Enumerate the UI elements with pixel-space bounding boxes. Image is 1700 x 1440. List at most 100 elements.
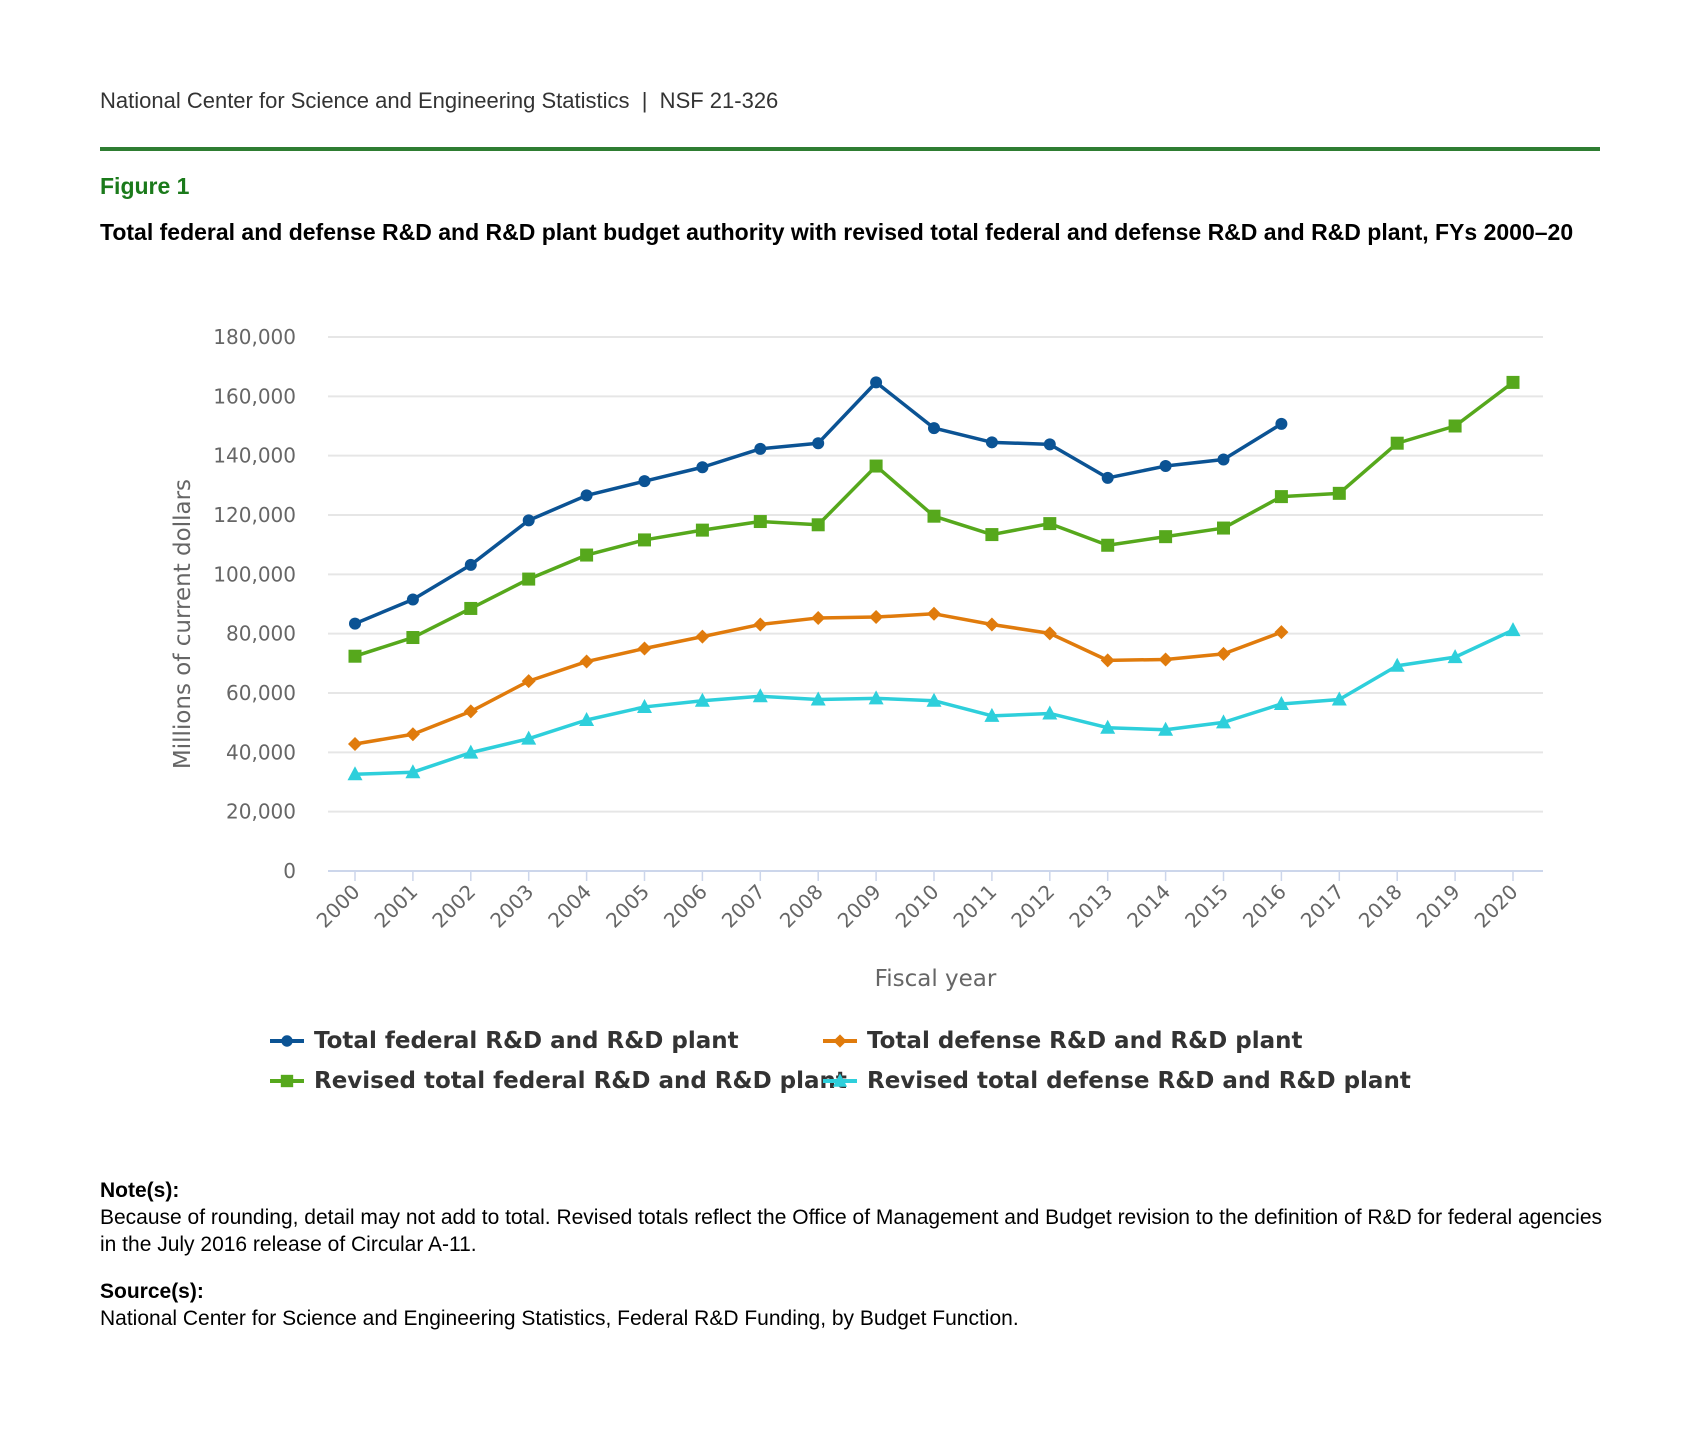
data-point xyxy=(812,437,825,450)
series-line xyxy=(354,380,1283,626)
series-triangle xyxy=(347,622,1521,781)
legend-item[interactable]: Revised total defense R&D and R&D plant xyxy=(823,1068,1411,1094)
data-point xyxy=(637,698,652,713)
legend-item[interactable]: Total defense R&D and R&D plant xyxy=(823,1028,1303,1054)
data-point xyxy=(1274,625,1289,640)
x-tick-label: 2002 xyxy=(427,880,480,933)
data-point xyxy=(1159,460,1172,473)
series-diamond xyxy=(348,606,1289,752)
x-tick-label: 2013 xyxy=(1064,880,1117,933)
diamond-marker-icon xyxy=(823,1034,857,1048)
data-point xyxy=(1158,721,1174,736)
data-point xyxy=(405,727,420,742)
legend-marker xyxy=(280,1074,294,1088)
data-point xyxy=(464,601,478,615)
x-tick-label: 2009 xyxy=(833,880,886,933)
data-point xyxy=(1042,705,1058,720)
data-point xyxy=(753,515,767,529)
data-point xyxy=(1448,419,1462,433)
notes-text: Because of rounding, detail may not add … xyxy=(100,1206,1603,1256)
data-point xyxy=(348,737,362,752)
y-tick-label: 180,000 xyxy=(213,325,296,349)
legend-item[interactable]: Total federal R&D and R&D plant xyxy=(270,1028,739,1054)
line-chart: 0 20,000 40,000 60,000 80,000 100,000 120,000 1… xyxy=(170,325,1543,992)
data-point xyxy=(752,688,768,703)
data-point xyxy=(927,509,941,523)
data-point xyxy=(984,707,1000,722)
data-point xyxy=(349,617,361,630)
data-point xyxy=(522,572,536,586)
data-point xyxy=(1390,436,1404,450)
triangle-marker-icon xyxy=(823,1073,857,1087)
series-square xyxy=(348,375,1520,663)
data-point xyxy=(637,641,652,656)
x-tick-label: 2015 xyxy=(1180,880,1233,933)
data-point xyxy=(754,442,767,455)
source-label: Source(s): xyxy=(100,1280,204,1303)
x-tick-label: 2019 xyxy=(1412,880,1465,933)
x-tick-label: 2007 xyxy=(717,880,770,933)
data-point xyxy=(638,533,651,547)
notes-section: Note(s): Because of rounding, detail may… xyxy=(100,1177,1620,1332)
y-tick-label: 160,000 xyxy=(213,384,296,408)
data-point xyxy=(1217,521,1230,535)
data-point xyxy=(1100,719,1116,734)
data-point xyxy=(869,459,883,473)
x-axis-label: Fiscal year xyxy=(875,966,997,992)
legend-label: Revised total defense R&D and R&D plant xyxy=(867,1068,1411,1094)
data-point xyxy=(985,436,998,449)
data-point xyxy=(1506,375,1520,389)
data-point xyxy=(406,631,420,645)
y-tick-label: 120,000 xyxy=(213,503,296,527)
data-point xyxy=(348,649,362,663)
source-text: National Center for Science and Engineer… xyxy=(100,1307,1019,1330)
y-tick-label: 80,000 xyxy=(226,622,296,646)
x-tick-label: 2003 xyxy=(485,880,538,933)
x-tick-label: 2018 xyxy=(1354,880,1407,933)
x-tick-label: 2005 xyxy=(601,880,654,933)
y-tick-label: 40,000 xyxy=(226,740,296,764)
data-point xyxy=(638,475,651,488)
header-divider xyxy=(100,147,1600,151)
data-point xyxy=(694,692,710,707)
data-point xyxy=(1159,530,1173,544)
data-point xyxy=(810,691,826,706)
x-tick-label: 2011 xyxy=(948,880,1001,933)
data-point xyxy=(696,461,709,474)
x-tick-label: 2012 xyxy=(1006,880,1059,933)
y-tick-label: 140,000 xyxy=(213,444,296,468)
x-tick-label: 2008 xyxy=(775,880,828,933)
data-point xyxy=(579,654,594,669)
x-tick-label: 2000 xyxy=(312,880,365,933)
data-point xyxy=(1043,438,1056,451)
data-point xyxy=(1100,653,1115,668)
data-point xyxy=(1505,622,1521,637)
x-tick-label: 2014 xyxy=(1122,880,1175,933)
y-axis-label: Millions of current dollars xyxy=(170,479,196,769)
data-point xyxy=(811,518,825,532)
legend-label: Total defense R&D and R&D plant xyxy=(867,1028,1303,1054)
data-point xyxy=(405,764,421,779)
x-tick-label: 2020 xyxy=(1470,880,1523,933)
chart-title: Total federal and defense R&D and R&D pl… xyxy=(100,219,1574,245)
data-point xyxy=(1216,646,1231,661)
y-tick-label: 60,000 xyxy=(226,681,296,705)
data-point xyxy=(928,422,940,435)
square-marker-icon xyxy=(270,1074,304,1088)
data-point xyxy=(1101,538,1115,552)
figure-label: Figure 1 xyxy=(100,173,190,199)
legend-item[interactable]: Revised total federal R&D and R&D plant xyxy=(270,1068,847,1094)
legend-marker xyxy=(281,1035,293,1047)
data-point xyxy=(406,593,419,606)
data-point xyxy=(579,711,595,726)
data-point xyxy=(869,610,884,625)
legend-marker xyxy=(833,1034,847,1048)
x-tick-label: 2001 xyxy=(369,880,422,933)
data-point xyxy=(521,674,536,689)
data-point xyxy=(522,514,535,527)
notes-label: Note(s): xyxy=(100,1179,180,1202)
x-tick-label: 2006 xyxy=(659,880,712,933)
data-point xyxy=(926,692,942,707)
data-point xyxy=(870,376,883,389)
data-point xyxy=(695,523,709,537)
